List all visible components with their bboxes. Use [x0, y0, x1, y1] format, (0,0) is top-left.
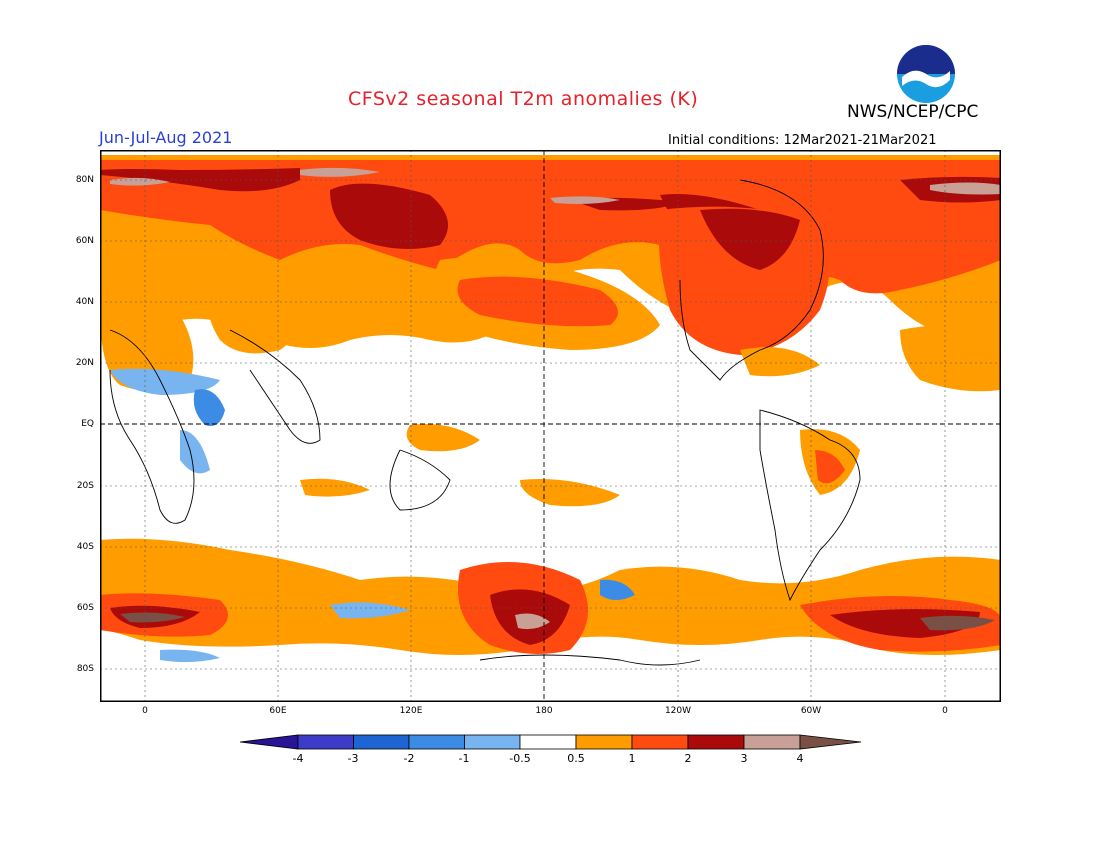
lon-label-180: 180: [535, 706, 553, 716]
initial-conditions: Initial conditions: 12Mar2021-21Mar2021: [668, 133, 937, 148]
colorbar-label: -3: [347, 752, 359, 765]
lat-label-20s: 20S: [76, 481, 94, 491]
colorbar-label: -2: [403, 752, 415, 765]
chart-title: CFSv2 seasonal T2m anomalies (K): [348, 88, 699, 110]
agency-name: NWS/NCEP/CPC: [847, 102, 979, 122]
lon-label-60e: 60E: [269, 706, 287, 716]
north-pacific-warm: [432, 256, 660, 350]
lat-label-60n: 60N: [75, 236, 94, 246]
colorbar-label: 2: [684, 752, 692, 765]
colorbar-label: 1: [628, 752, 636, 765]
noaa-logo: [897, 45, 955, 103]
anomaly-map: [100, 150, 1001, 702]
lat-label-80n: 80N: [75, 175, 94, 185]
gridlines: [100, 150, 1001, 702]
colorbar-label: -1: [458, 752, 470, 765]
southern-ocean-band: [100, 538, 1001, 663]
lat-label-60s: 60S: [76, 603, 94, 613]
coastlines: [109, 179, 861, 666]
lat-label-40s: 40S: [76, 542, 94, 552]
north-america-warm: [658, 206, 830, 355]
lat-label-eq: EQ: [81, 419, 94, 429]
lat-label-80s: 80S: [76, 664, 94, 674]
reference-lines: [100, 150, 1001, 702]
lat-label-20n: 20N: [75, 358, 94, 368]
colorbar-label: 4: [796, 752, 804, 765]
forecast-period: Jun-Jul-Aug 2021: [99, 128, 233, 147]
colorbar-label: 0.5: [567, 752, 585, 765]
lon-label-120w: 120W: [664, 706, 692, 716]
lon-label-60w: 60W: [800, 706, 822, 716]
colorbar: [240, 734, 862, 750]
colorbar-label: 3: [740, 752, 748, 765]
lon-label-0-east: 0: [942, 706, 948, 716]
colorbar-label: -4: [292, 752, 304, 765]
lon-label-120e: 120E: [399, 706, 423, 716]
lon-label-0: 0: [142, 706, 148, 716]
lat-label-40n: 40N: [75, 297, 94, 307]
colorbar-label: -0.5: [509, 752, 531, 765]
